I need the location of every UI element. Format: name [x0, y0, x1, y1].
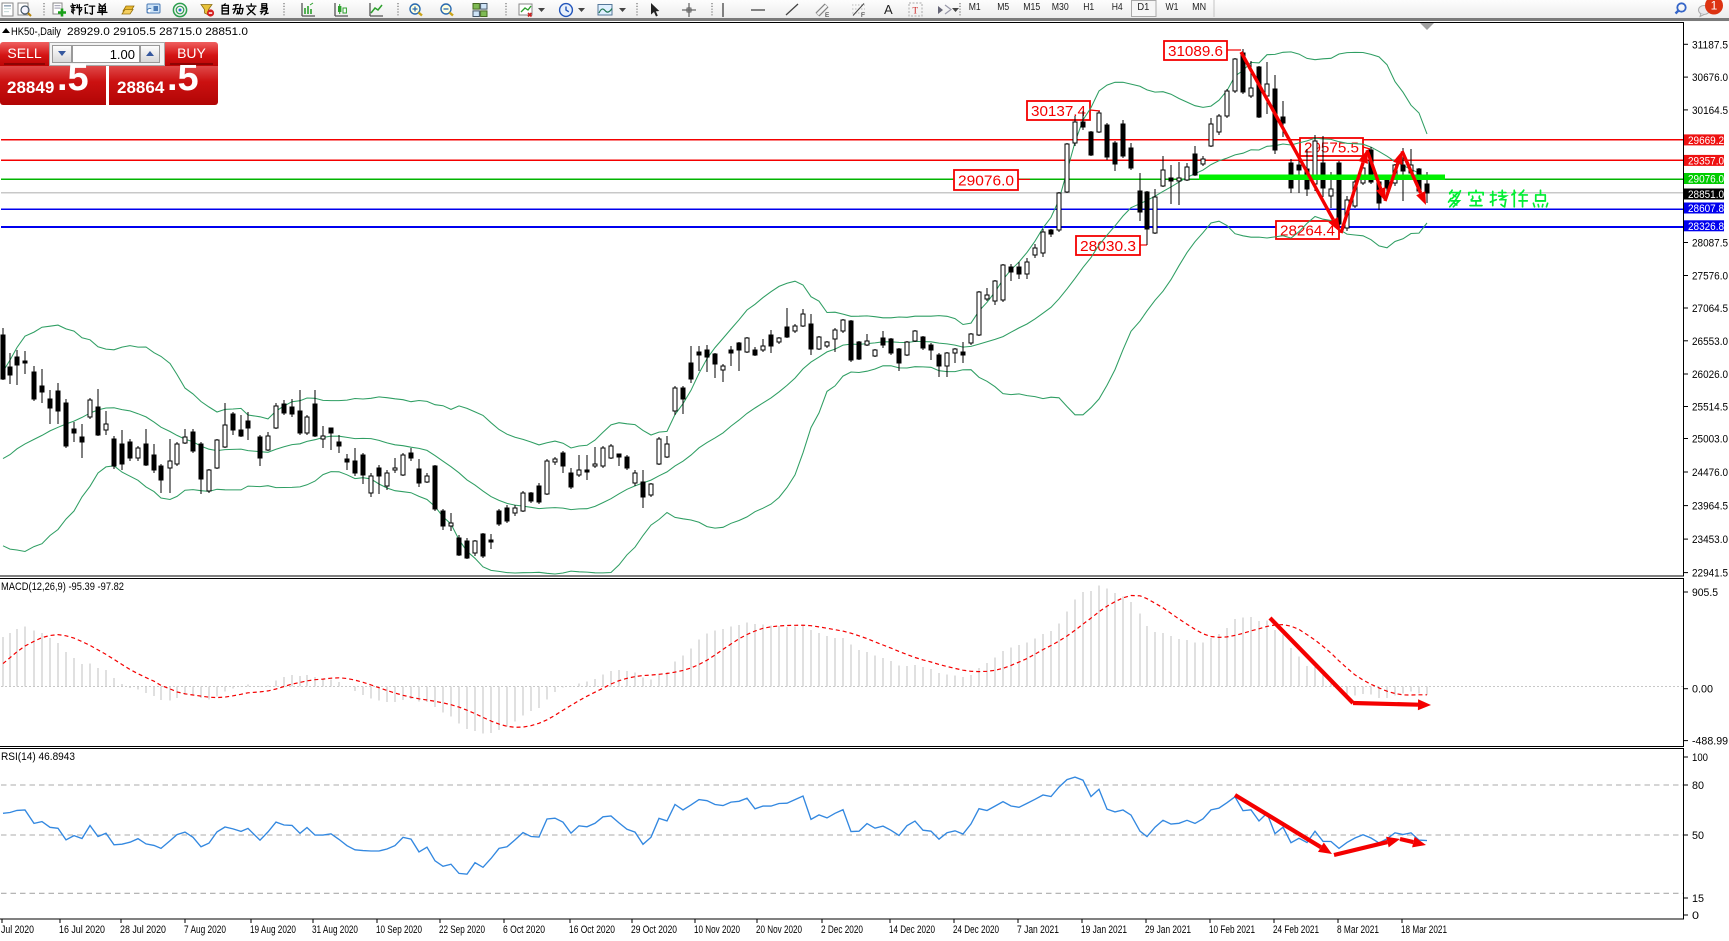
- svg-text:28030.3: 28030.3: [1080, 238, 1136, 255]
- svg-text:28264.4: 28264.4: [1280, 222, 1335, 239]
- svg-text:7 Jan 2021: 7 Jan 2021: [1017, 924, 1059, 936]
- svg-text:28326.8: 28326.8: [1688, 221, 1724, 233]
- svg-text:50: 50: [1692, 830, 1704, 842]
- svg-text:80: 80: [1692, 780, 1704, 792]
- svg-text:29 Oct 2020: 29 Oct 2020: [631, 924, 677, 936]
- svg-text:0.00: 0.00: [1692, 684, 1713, 696]
- svg-text:27064.5: 27064.5: [1692, 303, 1728, 315]
- svg-text:10 Sep 2020: 10 Sep 2020: [376, 924, 422, 936]
- svg-text:D1: D1: [1137, 2, 1149, 13]
- svg-text:6 Oct 2020: 6 Oct 2020: [503, 924, 545, 936]
- svg-text:10 Feb 2021: 10 Feb 2021: [1209, 924, 1255, 936]
- svg-text:15: 15: [1692, 893, 1704, 905]
- svg-text:28929.0 29105.5 28715.0 28851.: 28929.0 29105.5 28715.0 28851.0: [67, 26, 248, 38]
- svg-text:H4: H4: [1112, 2, 1123, 13]
- svg-text:905.5: 905.5: [1692, 587, 1718, 599]
- svg-text:18 Mar 2021: 18 Mar 2021: [1401, 924, 1447, 936]
- svg-text:25003.0: 25003.0: [1692, 434, 1728, 446]
- svg-text:M30: M30: [1052, 2, 1069, 13]
- svg-text:MN: MN: [1192, 2, 1206, 13]
- svg-text:28087.5: 28087.5: [1692, 238, 1728, 250]
- svg-text:16 Jul 2020: 16 Jul 2020: [59, 924, 105, 936]
- svg-text:29669.2: 29669.2: [1688, 135, 1724, 147]
- svg-text:31187.5: 31187.5: [1692, 39, 1728, 51]
- svg-text:F: F: [861, 12, 865, 19]
- svg-text:24 Feb 2021: 24 Feb 2021: [1273, 924, 1319, 936]
- svg-text:RSI(14) 46.8943: RSI(14) 46.8943: [1, 751, 75, 763]
- svg-text:-488.99: -488.99: [1692, 736, 1728, 748]
- svg-text:M1: M1: [969, 2, 981, 13]
- svg-text:28851.0: 28851.0: [1688, 189, 1724, 201]
- svg-text:E: E: [825, 12, 830, 19]
- svg-text:22 Sep 2020: 22 Sep 2020: [439, 924, 485, 936]
- svg-text:W1: W1: [1166, 2, 1179, 13]
- svg-text:28607.8: 28607.8: [1688, 203, 1724, 215]
- svg-text:1: 1: [1711, 0, 1718, 13]
- svg-text:24 Dec 2020: 24 Dec 2020: [953, 924, 999, 936]
- svg-text:30676.0: 30676.0: [1692, 72, 1728, 84]
- svg-text:23453.0: 23453.0: [1692, 534, 1728, 546]
- svg-text:29076.0: 29076.0: [1688, 174, 1724, 186]
- svg-text:10 Nov 2020: 10 Nov 2020: [694, 924, 740, 936]
- svg-text:26553.0: 26553.0: [1692, 336, 1728, 348]
- svg-text:20 Nov 2020: 20 Nov 2020: [756, 924, 802, 936]
- svg-text:22941.5: 22941.5: [1692, 568, 1728, 580]
- svg-text:19 Jan 2021: 19 Jan 2021: [1081, 924, 1127, 936]
- svg-text:A: A: [884, 2, 893, 17]
- svg-text:30164.5: 30164.5: [1692, 105, 1728, 117]
- svg-text:T: T: [913, 6, 919, 16]
- svg-text:7 Aug 2020: 7 Aug 2020: [184, 924, 226, 936]
- svg-text:25514.5: 25514.5: [1692, 402, 1728, 414]
- svg-text:29 Jan 2021: 29 Jan 2021: [1145, 924, 1191, 936]
- svg-text:31089.6: 31089.6: [1168, 43, 1223, 60]
- svg-text:2 Dec 2020: 2 Dec 2020: [821, 924, 863, 936]
- svg-text:23964.5: 23964.5: [1692, 501, 1728, 513]
- svg-text:29575.5: 29575.5: [1304, 139, 1359, 156]
- svg-text:30137.4: 30137.4: [1031, 103, 1086, 120]
- svg-text:HK50-,Daily: HK50-,Daily: [11, 26, 61, 38]
- svg-text:M15: M15: [1023, 2, 1040, 13]
- svg-text:MACD(12,26,9) -95.39 -97.82: MACD(12,26,9) -95.39 -97.82: [1, 581, 124, 593]
- svg-text:27576.0: 27576.0: [1692, 271, 1728, 283]
- svg-text:Jul 2020: Jul 2020: [1, 924, 34, 936]
- svg-text:16 Oct 2020: 16 Oct 2020: [569, 924, 615, 936]
- svg-text:24476.0: 24476.0: [1692, 467, 1728, 479]
- svg-text:M5: M5: [997, 2, 1009, 13]
- svg-text:29076.0: 29076.0: [958, 172, 1014, 189]
- svg-text:29357.0: 29357.0: [1688, 155, 1724, 167]
- svg-text:H1: H1: [1083, 2, 1094, 13]
- svg-text:26026.0: 26026.0: [1692, 369, 1728, 381]
- svg-text:31 Aug 2020: 31 Aug 2020: [312, 924, 358, 936]
- svg-text:19 Aug 2020: 19 Aug 2020: [250, 924, 296, 936]
- svg-text:28 Jul 2020: 28 Jul 2020: [120, 924, 166, 936]
- svg-text:100: 100: [1692, 752, 1708, 764]
- svg-text:14 Dec 2020: 14 Dec 2020: [889, 924, 935, 936]
- svg-text:0: 0: [1692, 910, 1699, 922]
- svg-text:8 Mar 2021: 8 Mar 2021: [1337, 924, 1379, 936]
